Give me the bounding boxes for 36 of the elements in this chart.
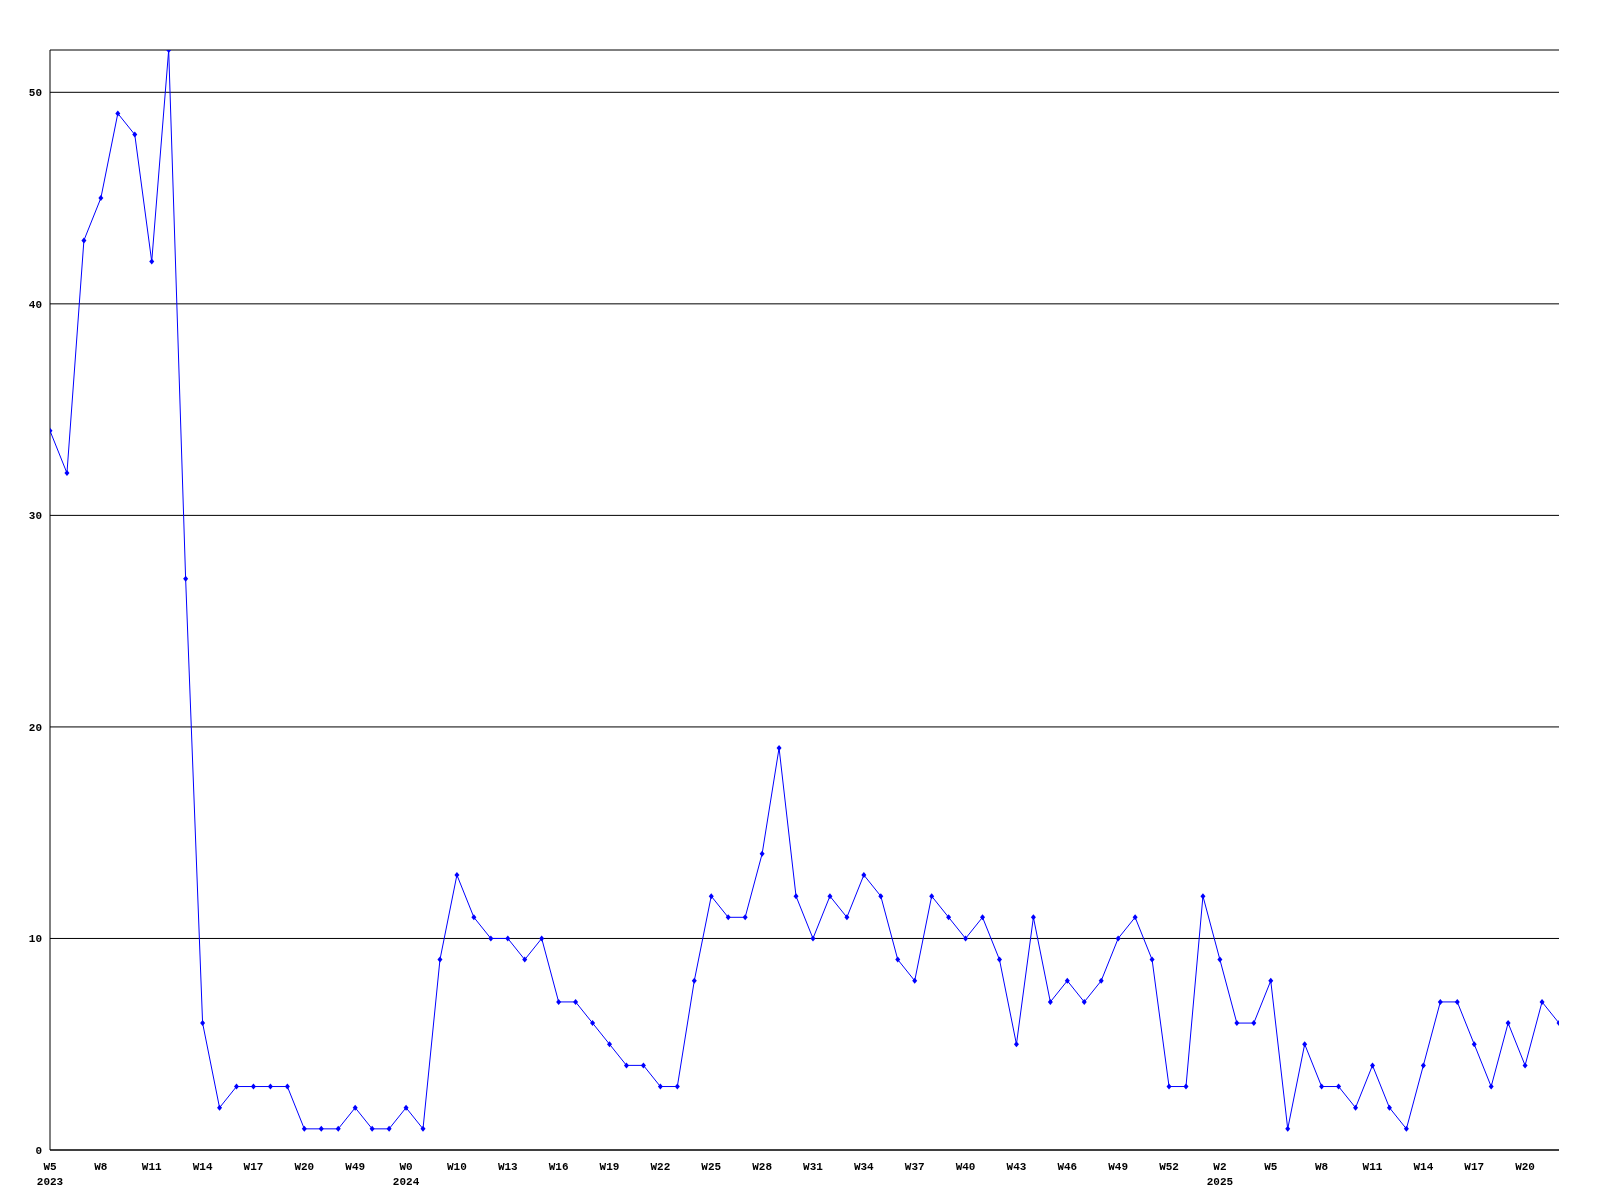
x-tick-label: W10 — [447, 1161, 467, 1173]
x-tick-label: W40 — [955, 1161, 976, 1173]
x-tick-label: W31 — [803, 1161, 824, 1173]
y-tick-label: 40 — [28, 298, 42, 311]
y-tick-label: 0 — [35, 1144, 42, 1157]
x-tick-label: W49 — [345, 1161, 366, 1173]
x-tick-label: W14 — [192, 1161, 213, 1173]
y-tick-label: 20 — [28, 721, 42, 734]
x-tick-label: W37 — [904, 1161, 925, 1173]
x-tick-label: W16 — [548, 1161, 569, 1173]
x-tick-label: W34 — [853, 1161, 875, 1173]
x-tick-label: W11 — [141, 1161, 163, 1173]
x-tick-label: W8 — [1315, 1161, 1329, 1173]
x-tick-label: W13 — [497, 1161, 519, 1173]
x-tick-label: W8 — [94, 1161, 108, 1173]
x-tick-label: W20 — [294, 1161, 315, 1173]
x-tick-label: W11 — [1362, 1161, 1383, 1173]
x-tick-label: W20 — [1515, 1161, 1535, 1173]
x-tick-label: W28 — [752, 1161, 773, 1173]
y-tick-label: 10 — [28, 933, 42, 946]
x-tick-label: W22 — [650, 1161, 671, 1173]
x-tick-label: W17 — [1464, 1161, 1485, 1173]
x-tick-label: W5 — [1264, 1161, 1278, 1173]
x-tick-label: W43 — [1006, 1161, 1027, 1173]
x-tick-label: W52 — [1159, 1161, 1179, 1173]
y-tick-label: 50 — [28, 87, 42, 100]
x-tick-label: W25 — [701, 1161, 722, 1173]
x-tick-label: W2 2025 — [1206, 1161, 1234, 1188]
x-tick-label: W14 — [1413, 1161, 1434, 1173]
x-tick-label: W46 — [1057, 1161, 1078, 1173]
y-tick-label: 30 — [28, 510, 42, 523]
x-tick-label: W19 — [599, 1161, 620, 1173]
x-tick-label: W17 — [243, 1161, 264, 1173]
x-tick-label: W0 2024 — [392, 1161, 420, 1188]
x-tick-label: W49 — [1108, 1161, 1129, 1173]
x-tick-label: W5 2023 — [36, 1161, 64, 1188]
